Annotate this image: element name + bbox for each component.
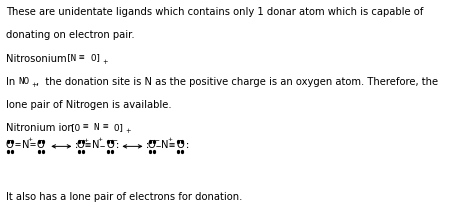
Text: =: = bbox=[29, 140, 36, 150]
Text: O: O bbox=[106, 140, 114, 150]
Text: ≡: ≡ bbox=[84, 140, 91, 150]
Text: N: N bbox=[94, 123, 100, 132]
Text: −: − bbox=[155, 138, 159, 143]
Text: −: − bbox=[155, 141, 161, 150]
Text: O: O bbox=[37, 140, 45, 150]
Text: lone pair of Nitrogen is available.: lone pair of Nitrogen is available. bbox=[6, 100, 171, 110]
Text: It also has a lone pair of electrons for donation.: It also has a lone pair of electrons for… bbox=[6, 192, 242, 202]
Text: NO: NO bbox=[18, 77, 29, 86]
Text: :: : bbox=[115, 141, 120, 150]
Text: ≡: ≡ bbox=[83, 122, 89, 131]
Text: :: : bbox=[74, 141, 79, 150]
Text: [O: [O bbox=[70, 123, 82, 132]
Text: +: + bbox=[32, 82, 37, 88]
Text: O: O bbox=[6, 140, 13, 150]
Text: :: : bbox=[185, 141, 190, 150]
Text: =: = bbox=[14, 140, 20, 150]
Text: ,  the donation site is N as the positive charge is an oxygen atom. Therefore, t: , the donation site is N as the positive… bbox=[36, 77, 438, 87]
Text: ≡: ≡ bbox=[169, 140, 175, 150]
Text: In: In bbox=[6, 77, 18, 87]
Text: −: − bbox=[100, 141, 105, 150]
Text: +: + bbox=[125, 128, 131, 134]
Text: :: : bbox=[145, 141, 150, 150]
Text: +: + bbox=[98, 137, 103, 142]
Text: +: + bbox=[27, 137, 33, 142]
Text: −: − bbox=[113, 138, 118, 143]
Text: O]: O] bbox=[90, 54, 101, 63]
Text: +: + bbox=[167, 137, 172, 142]
Text: Nitrosonium: Nitrosonium bbox=[6, 54, 69, 64]
Text: +: + bbox=[102, 59, 108, 65]
Text: ≡: ≡ bbox=[79, 53, 84, 62]
Text: These are unidentate ligands which contains only 1 donar atom which is capable o: These are unidentate ligands which conta… bbox=[6, 7, 423, 17]
Text: +: + bbox=[83, 138, 89, 143]
Text: ≡: ≡ bbox=[103, 122, 109, 131]
Text: O: O bbox=[148, 140, 155, 150]
Text: donating on electron pair.: donating on electron pair. bbox=[6, 30, 134, 41]
Text: O: O bbox=[77, 140, 84, 150]
Text: [N: [N bbox=[65, 54, 77, 63]
Text: Nitronium ion: Nitronium ion bbox=[6, 123, 77, 133]
Text: O]: O] bbox=[114, 123, 125, 132]
Text: N: N bbox=[161, 140, 169, 150]
Text: N: N bbox=[92, 140, 100, 150]
Text: N: N bbox=[22, 140, 29, 150]
Text: O: O bbox=[176, 140, 184, 150]
